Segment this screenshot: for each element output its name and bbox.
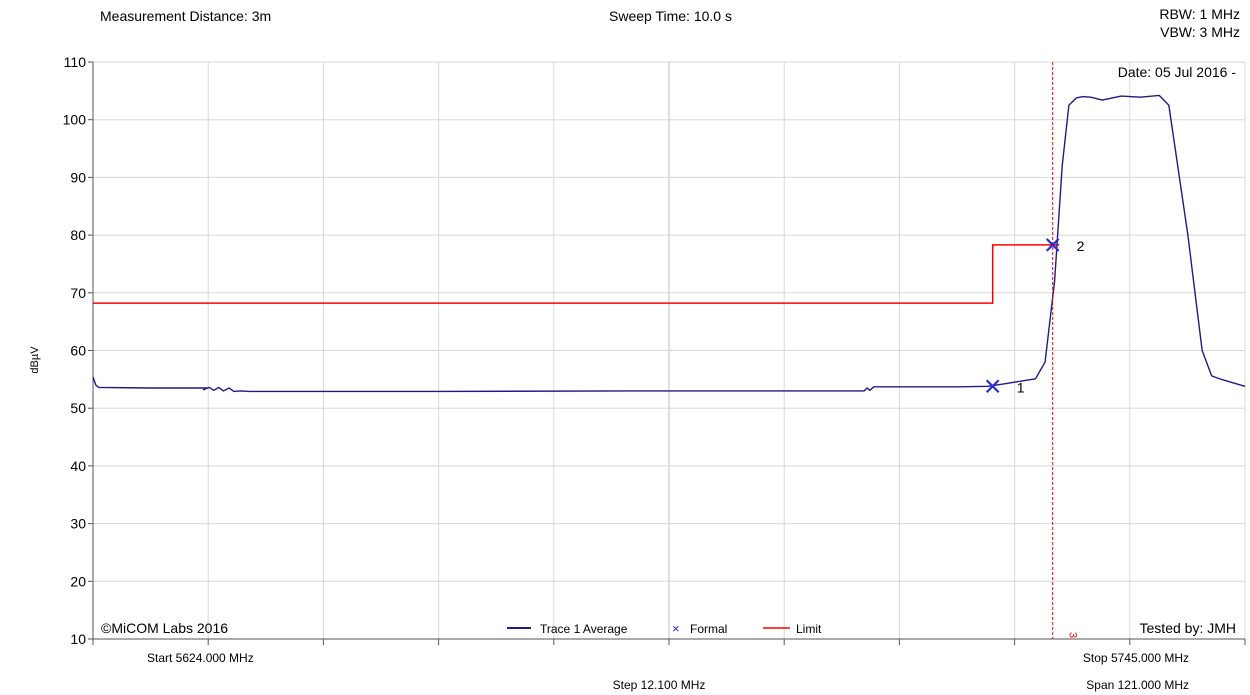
tested-by-label: Tested by: JMH (1140, 620, 1236, 636)
sweep-time: Sweep Time: 10.0 s (609, 8, 732, 24)
step-frequency: Step 12.100 MHz (613, 678, 706, 692)
series-layer: 3 (92, 62, 1246, 639)
y-tick-label: 90 (70, 169, 86, 185)
legend: Trace 1 Average × Formal Limit (507, 621, 822, 636)
y-tick-label: 30 (70, 516, 86, 532)
copyright-label: ©MiCOM Labs 2016 (101, 620, 228, 636)
y-tick-label: 60 (70, 343, 86, 359)
vbw: VBW: 3 MHz (1160, 24, 1240, 40)
legend-formal-label: Formal (690, 622, 727, 636)
start-frequency: Start 5624.000 MHz (147, 651, 254, 665)
y-tick-label: 100 (63, 112, 87, 128)
y-tick-label: 10 (70, 631, 86, 647)
marker-1-label: 1 (1017, 379, 1025, 395)
legend-formal-marker-icon: × (672, 621, 680, 636)
legend-limit-label: Limit (796, 622, 822, 636)
y-tick-label: 70 (70, 285, 86, 301)
marker-3-label: 3 (1067, 632, 1079, 638)
marker-2-label: 2 (1077, 238, 1085, 254)
y-tick-label: 80 (70, 227, 86, 243)
measurement-distance: Measurement Distance: 3m (100, 8, 272, 24)
trace-line (92, 94, 1246, 393)
y-tick-label: 40 (70, 458, 86, 474)
y-axis-label: dBµV (29, 346, 41, 374)
y-tick-label: 50 (70, 400, 86, 416)
rbw: RBW: 1 MHz (1159, 6, 1240, 22)
limit-line (93, 244, 1060, 304)
axes (88, 61, 1246, 645)
legend-trace-label: Trace 1 Average (540, 622, 628, 636)
markers-layer: 12 (985, 238, 1085, 395)
stop-frequency: Stop 5745.000 MHz (1083, 651, 1189, 665)
marker-1-x (985, 379, 1000, 394)
y-tick-label: 20 (70, 573, 86, 589)
grid (92, 61, 1246, 640)
span-frequency: Span 121.000 MHz (1086, 678, 1189, 692)
y-tick-label: 110 (64, 54, 87, 70)
marker-2-x (1045, 238, 1060, 252)
date-label: Date: 05 Jul 2016 - (1118, 64, 1237, 80)
y-tick-labels: 10 20 30 40 50 60 70 80 90 100 110 (63, 54, 87, 647)
